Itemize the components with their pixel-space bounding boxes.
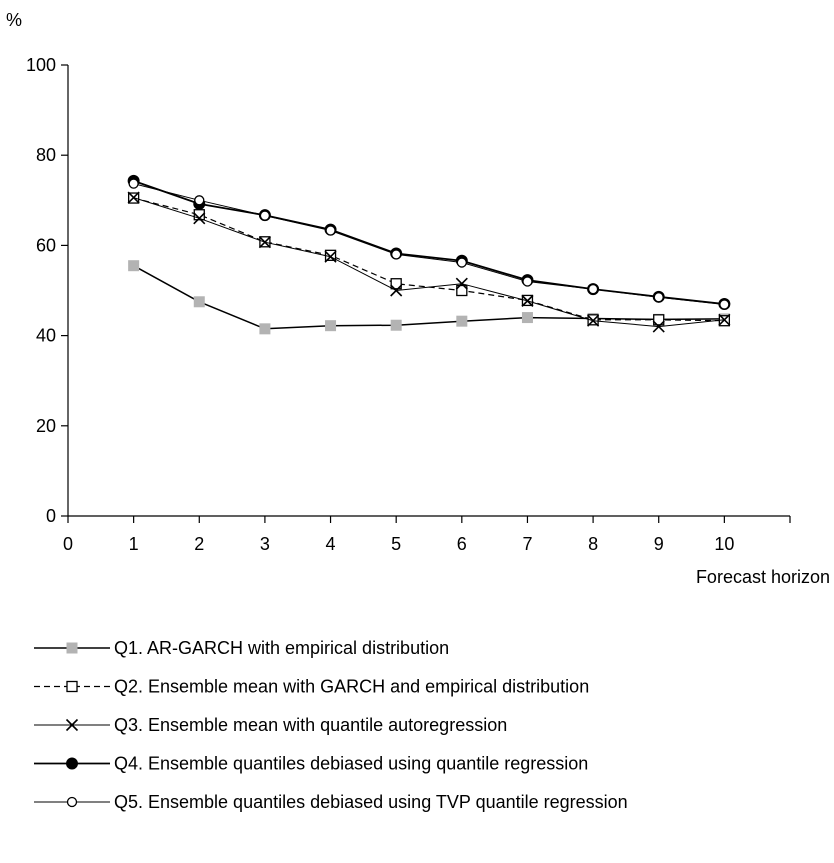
series-5-point <box>719 299 730 310</box>
series-5-point <box>325 225 336 236</box>
series-1-point <box>325 320 337 332</box>
series-4-line <box>133 180 725 305</box>
series-5-point <box>587 283 599 295</box>
series-3-point <box>193 212 206 225</box>
x-marker-stroke <box>455 277 468 290</box>
series-5-point <box>456 257 467 268</box>
legend-item-5: Q5. Ensemble quantiles debiased using TV… <box>34 792 628 812</box>
x-tick-label: 3 <box>260 534 270 554</box>
series-3-point <box>324 250 337 263</box>
legend-marker <box>66 642 78 654</box>
x-tick-label: 9 <box>654 534 664 554</box>
x-tick-label: 6 <box>457 534 467 554</box>
x-marker-stroke <box>390 284 403 297</box>
legend-marker <box>66 757 78 770</box>
series-1-point <box>456 315 468 327</box>
series-5-point <box>653 292 664 303</box>
y-axis-label: % <box>6 10 22 30</box>
series-3-point <box>587 314 600 327</box>
legend-item-1: Q1. AR-GARCH with empirical distribution <box>34 638 449 658</box>
series-4 <box>127 174 731 311</box>
y-tick-label: 100 <box>26 55 56 75</box>
x-axis-label: Forecast horizon <box>696 567 830 587</box>
x-marker-stroke <box>587 314 600 327</box>
series-2 <box>127 192 731 327</box>
x-marker-stroke <box>521 294 534 307</box>
series-2-point <box>390 278 402 290</box>
series-3-point <box>718 313 731 326</box>
x-tick-label: 8 <box>588 534 598 554</box>
series-3-point <box>127 191 140 204</box>
series-5 <box>128 178 730 310</box>
series-3-point <box>455 277 468 290</box>
y-tick-label: 0 <box>46 506 56 526</box>
series-lines <box>127 174 731 335</box>
x-marker-stroke <box>258 236 271 249</box>
y-tick-label: 80 <box>36 145 56 165</box>
series-5-point <box>391 249 402 260</box>
x-tick-label: 5 <box>391 534 401 554</box>
series-2-point <box>653 314 665 326</box>
axes: 0 20 40 60 80 100 0 1 2 3 4 5 6 7 8 9 10% Forecast horizo… <box>6 10 830 587</box>
x-tick-label: 10 <box>714 534 734 554</box>
legend-item-2: Q2. Ensemble mean with GARCH and empiric… <box>34 677 589 697</box>
legend-label: Q1. AR-GARCH with empirical distribution <box>114 638 449 658</box>
legend-label: Q3. Ensemble mean with quantile autoregr… <box>114 715 507 735</box>
x-tick-label: 7 <box>522 534 532 554</box>
x-marker-stroke <box>127 191 140 204</box>
legend: Q1. AR-GARCH with empirical distribution… <box>34 638 628 812</box>
series-3-line <box>133 197 725 328</box>
x-marker-stroke <box>324 250 337 263</box>
x-tick-label: 4 <box>326 534 336 554</box>
series-3-point <box>258 236 271 249</box>
x-tick-label: 2 <box>194 534 204 554</box>
legend-label: Q2. Ensemble mean with GARCH and empiric… <box>114 677 589 697</box>
x-marker-stroke <box>652 320 665 333</box>
series-5-point <box>259 210 271 221</box>
series-1-point <box>521 312 533 324</box>
series-5-point <box>128 178 139 189</box>
x-marker-stroke <box>193 212 206 225</box>
series-2-line <box>133 197 725 322</box>
y-tick-label: 40 <box>36 326 56 346</box>
x-marker-stroke <box>718 313 731 326</box>
series-3 <box>127 191 731 333</box>
legend-item-3: Q3. Ensemble mean with quantile autoregr… <box>34 715 507 735</box>
series-3-point <box>390 284 403 297</box>
series-5-line <box>133 183 725 305</box>
legend-label: Q4. Ensemble quantiles debiased using qu… <box>114 754 588 774</box>
y-tick-label: 60 <box>36 235 56 255</box>
series-1-point <box>193 296 205 308</box>
x-tick-label: 1 <box>129 534 139 554</box>
series-3-point <box>521 294 534 307</box>
series-1-point <box>128 260 140 272</box>
series-5-point <box>194 195 205 206</box>
legend-marker <box>65 718 79 732</box>
legend-marker <box>66 680 78 693</box>
series-3-point <box>652 320 665 333</box>
series-1 <box>128 260 730 335</box>
series-1-point <box>390 319 402 331</box>
legend-label: Q5. Ensemble quantiles debiased using TV… <box>114 792 628 812</box>
series-2-point <box>456 284 468 297</box>
series-1-point <box>259 323 271 335</box>
y-tick-label: 20 <box>36 416 56 436</box>
legend-item-4: Q4. Ensemble quantiles debiased using qu… <box>34 754 588 774</box>
x-marker-stroke <box>65 718 79 732</box>
series-1-line <box>133 265 725 330</box>
x-tick-label: 0 <box>63 534 73 554</box>
series-5-point <box>522 276 533 287</box>
legend-marker <box>66 796 78 808</box>
